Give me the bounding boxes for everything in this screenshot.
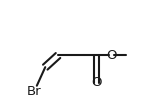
Text: Br: Br [27,85,41,98]
Text: O: O [106,49,117,62]
Text: O: O [92,76,102,89]
